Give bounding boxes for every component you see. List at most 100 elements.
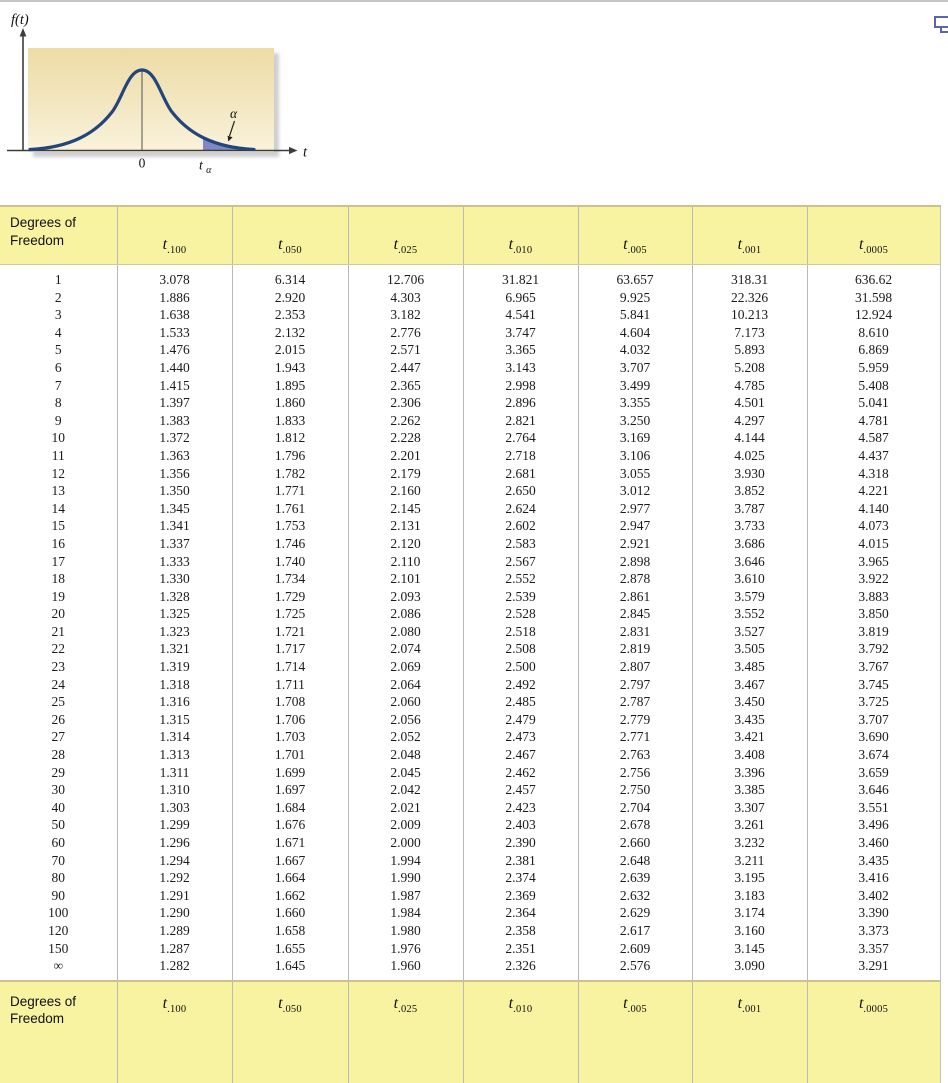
x-axis-label: t (303, 145, 308, 161)
df-cell: 20 (51, 606, 66, 622)
t-value-cell: 3.195 (691, 869, 807, 887)
t-value-cell: 1.372 (116, 429, 232, 447)
table-row: 90 1.291 1.662 1.987 2.369 2.632 3.183 3.402 (0, 886, 941, 905)
t-value-cell: 2.624 (462, 499, 578, 518)
t-value-cell: 3.169 (577, 429, 692, 447)
df-cell: 12 (51, 465, 66, 481)
table-row: 120 1.289 1.658 1.980 2.358 2.617 3.160 3.373 (0, 921, 941, 940)
t-value-cell: 2.467 (462, 746, 578, 764)
t-value-cell: 1.684 (231, 798, 348, 817)
df-cell: 29 (51, 764, 66, 780)
t-value-cell: 3.435 (691, 710, 807, 729)
t-value-cell: 1.356 (116, 464, 232, 483)
t-value-cell: 2.819 (577, 640, 692, 659)
t-value-cell: 2.807 (577, 658, 692, 676)
t-value-cell: 1.415 (116, 376, 232, 395)
t-value-cell: 1.638 (116, 306, 232, 324)
t-value-cell: 1.290 (116, 904, 232, 922)
t-value-cell: 4.144 (691, 429, 807, 447)
t-value-cell: 2.358 (462, 921, 578, 940)
t-value-cell: 3.659 (806, 763, 941, 782)
t-value-cell: 2.201 (347, 446, 463, 465)
t-value-cell: 2.602 (462, 517, 578, 535)
t-value-cell: 2.064 (347, 675, 463, 694)
t-value-cell: 3.055 (577, 464, 692, 483)
df-cell: 60 (51, 835, 66, 850)
table-row: 19 1.328 1.729 2.093 2.539 2.861 3.579 3.883 (0, 587, 941, 606)
t-value-cell: 9.925 (577, 288, 692, 307)
table-row: 23 1.319 1.714 2.069 2.500 2.807 3.485 3.767 (0, 658, 941, 676)
t-value-cell: 2.878 (577, 570, 692, 588)
t-value-cell: 3.610 (691, 570, 807, 588)
t-value-cell: 1.701 (231, 746, 348, 764)
df-cell: 3 (54, 307, 62, 323)
t-value-cell: 1.796 (231, 446, 348, 465)
t-value-cell: 3.745 (806, 675, 941, 694)
t-value-cell: 2.364 (462, 904, 578, 922)
t-value-cell: 2.920 (231, 288, 348, 307)
t-value-cell: 2.086 (347, 605, 463, 623)
t-value-cell: 6.965 (462, 288, 578, 307)
df-cell: 30 (51, 782, 66, 798)
table-row: 40 1.303 1.684 2.021 2.423 2.704 3.307 3.551 (0, 798, 941, 817)
t-value-cell: 3.485 (691, 658, 807, 676)
t-value-cell: 1.314 (116, 728, 232, 747)
df-cell: 27 (51, 729, 66, 745)
window-restore-icon[interactable] (934, 16, 948, 33)
t-value-cell: 1.296 (116, 834, 232, 852)
t-value-cell: 2.101 (347, 570, 463, 588)
degrees-of-freedom-header: Degrees of Freedom (0, 205, 117, 265)
t-value-cell: 2.831 (577, 622, 692, 641)
t-value-cell: 1.734 (231, 570, 348, 588)
t-value-cell: 5.408 (806, 376, 941, 395)
df-cell: 19 (51, 588, 66, 604)
t-value-cell: 2.650 (462, 482, 578, 500)
t-value-cell: 22.326 (691, 288, 807, 307)
alpha-label: α (230, 106, 238, 121)
t-value-cell: 2.447 (347, 358, 463, 377)
t-value-cell: 2.750 (577, 781, 692, 799)
t-value-cell: 3.787 (691, 499, 807, 518)
t-value-cell: 3.396 (691, 763, 807, 782)
t-value-cell: 3.402 (806, 886, 941, 905)
column-header-t.010: t.010 (462, 979, 578, 1083)
t-value-cell: 2.042 (347, 781, 463, 799)
df-cell: 4 (54, 324, 62, 340)
t-value-cell: 3.307 (691, 798, 807, 817)
t-value-cell: 2.492 (462, 675, 578, 694)
t-value-cell: 1.341 (116, 517, 232, 535)
t-value-cell: 1.960 (347, 957, 463, 981)
df-cell: 90 (51, 887, 66, 903)
t-value-cell: 10.213 (691, 306, 807, 324)
t-value-cell: 5.208 (691, 358, 807, 377)
column-header-t.025: t.025 (347, 979, 463, 1083)
t-value-cell: 1.980 (347, 921, 463, 940)
t-value-cell: 1.383 (116, 411, 232, 430)
table-row: 11 1.363 1.796 2.201 2.718 3.106 4.025 4.437 (0, 446, 941, 465)
df-cell: 13 (51, 483, 66, 499)
t-value-cell: 3.373 (806, 921, 941, 940)
t-value-cell: 1.292 (116, 869, 232, 887)
t-value-cell: 3.421 (691, 728, 807, 747)
t-value-cell: 2.021 (347, 798, 463, 817)
t-value-cell: 2.776 (347, 323, 463, 342)
t-value-cell: 2.779 (577, 710, 692, 729)
t-value-cell: 2.528 (462, 605, 578, 623)
t-value-cell: 2.326 (462, 957, 578, 981)
t-value-cell: 2.787 (577, 693, 692, 711)
table-row: 13 1.350 1.771 2.160 2.650 3.012 3.852 4.221 (0, 482, 941, 500)
t-value-cell: 1.476 (116, 341, 232, 359)
t-value-cell: 2.681 (462, 464, 578, 483)
t-density-curve (28, 68, 256, 152)
t-value-cell: 2.617 (577, 921, 692, 940)
t-value-cell: 4.015 (806, 534, 941, 553)
t-value-cell: 1.319 (116, 658, 232, 676)
t-value-cell: 4.297 (691, 411, 807, 430)
column-header-t.010: t.010 (462, 205, 578, 265)
t-value-cell: 1.440 (116, 358, 232, 377)
table-row: 30 1.310 1.697 2.042 2.457 2.750 3.385 3.646 (0, 781, 941, 799)
table-row: 25 1.316 1.708 2.060 2.485 2.787 3.450 3.725 (0, 693, 941, 711)
df-cell: 7 (54, 377, 62, 393)
t-value-cell: 4.073 (806, 517, 941, 535)
t-value-cell: 5.959 (806, 358, 941, 377)
